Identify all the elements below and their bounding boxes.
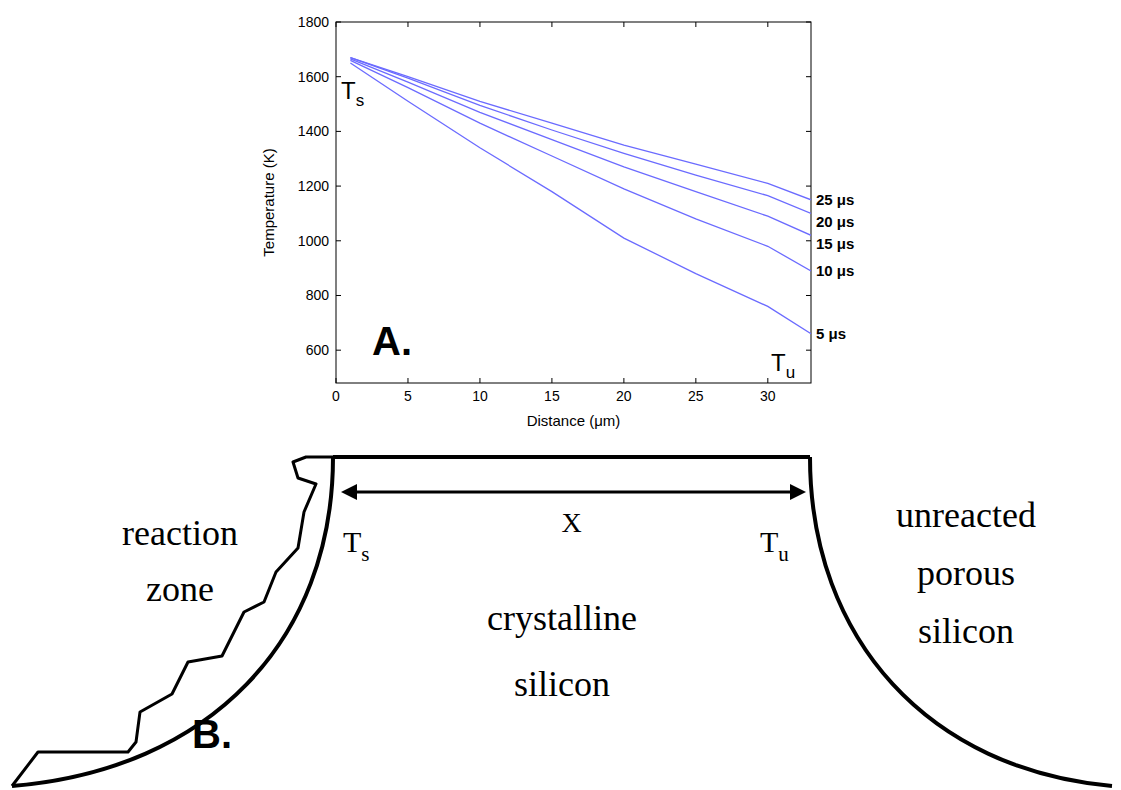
series-label: 20 μs [816, 213, 854, 230]
y-tick [336, 186, 341, 187]
y-tick [336, 131, 341, 132]
y-tick-label: 1000 [298, 233, 329, 249]
series-line [350, 60, 811, 271]
x-tick [623, 378, 624, 383]
y-tick-label: 800 [306, 287, 330, 303]
y-tick [806, 76, 811, 77]
panel-label: B. [192, 712, 232, 756]
y-tick [336, 22, 341, 23]
region-label: zone [146, 569, 214, 609]
region-label: silicon [514, 664, 610, 704]
y-tick [806, 295, 811, 296]
y-axis-title: Temperature (K) [260, 148, 277, 256]
series-label: 15 μs [816, 235, 854, 252]
crystal-right-edge [810, 457, 1112, 786]
y-tick-label: 1200 [298, 178, 329, 194]
dimension-line [351, 491, 796, 494]
y-tick [806, 240, 811, 241]
dimension-start: Ts [343, 525, 370, 566]
region-label: porous [917, 553, 1015, 593]
arrow-head [790, 484, 806, 500]
y-tick [806, 22, 811, 23]
annotation-ts: Ts [341, 77, 364, 110]
annotation-tu-main: T [771, 349, 786, 376]
x-axis-title: Distance (μm) [527, 412, 621, 429]
x-tick-label: 0 [332, 388, 340, 404]
series-label: 5 μs [816, 325, 846, 342]
x-tick-label: 25 [688, 388, 704, 404]
crystal-left-edge [12, 457, 333, 786]
y-tick-label: 1600 [298, 69, 329, 85]
x-tick [695, 378, 696, 383]
y-tick [336, 240, 341, 241]
series-label: 10 μs [816, 262, 854, 279]
region-label: silicon [918, 611, 1014, 651]
y-tick [336, 350, 341, 351]
annotation-ts-sub: s [356, 91, 365, 110]
dimension-end-main: T [760, 525, 778, 558]
x-tick [767, 22, 768, 27]
x-tick [623, 22, 624, 27]
y-tick-label: 1400 [298, 123, 329, 139]
plot-frame [336, 22, 811, 383]
y-tick [806, 350, 811, 351]
dimension-start-sub: s [361, 542, 369, 566]
arrow-head [341, 484, 357, 500]
series-line [350, 59, 811, 235]
y-tick-label: 600 [306, 342, 330, 358]
y-tick [336, 295, 341, 296]
x-tick [767, 378, 768, 383]
panel-label: A. [372, 319, 412, 363]
chart-panel: 0 5 10 15 20 25 30 600 800 1000 1200 1400 1600 1800 Di… [260, 14, 854, 429]
dimension-end-sub: u [778, 542, 789, 566]
dimension-start-main: T [343, 525, 361, 558]
diagram-panel: XTsTureactionzonecrystallinesiliconunrea… [12, 457, 1112, 786]
x-tick [336, 22, 337, 27]
x-tick [479, 378, 480, 383]
region-label: unreacted [896, 495, 1036, 535]
x-tick-label: 15 [544, 388, 560, 404]
reaction-zone-outline [12, 457, 333, 786]
x-tick [336, 378, 337, 383]
x-tick-label: 10 [472, 388, 488, 404]
figure: 0 5 10 15 20 25 30 600 800 1000 1200 1400 1600 1800 Di… [0, 0, 1121, 790]
series-line [350, 58, 811, 200]
series-line [350, 63, 811, 334]
x-tick [551, 378, 552, 383]
y-tick [806, 131, 811, 132]
region-label: reaction [122, 513, 238, 553]
y-tick-label: 1800 [298, 14, 329, 30]
annotation-ts-main: T [341, 77, 356, 104]
series-group [350, 58, 811, 334]
dimension-label: X [561, 507, 581, 538]
x-tick [407, 378, 408, 383]
x-tick-label: 30 [760, 388, 776, 404]
x-tick [695, 22, 696, 27]
series-label: 25 μs [816, 191, 854, 208]
x-tick [551, 22, 552, 27]
annotation-tu: Tu [771, 349, 795, 382]
x-tick [479, 22, 480, 27]
dimension-end: Tu [760, 525, 789, 566]
crystal-top [333, 455, 810, 459]
annotation-tu-sub: u [786, 363, 795, 382]
series-line [350, 58, 811, 214]
x-tick [407, 22, 408, 27]
region-label: crystalline [487, 598, 637, 638]
x-tick-label: 5 [404, 388, 412, 404]
y-tick [806, 186, 811, 187]
x-tick-label: 20 [616, 388, 632, 404]
